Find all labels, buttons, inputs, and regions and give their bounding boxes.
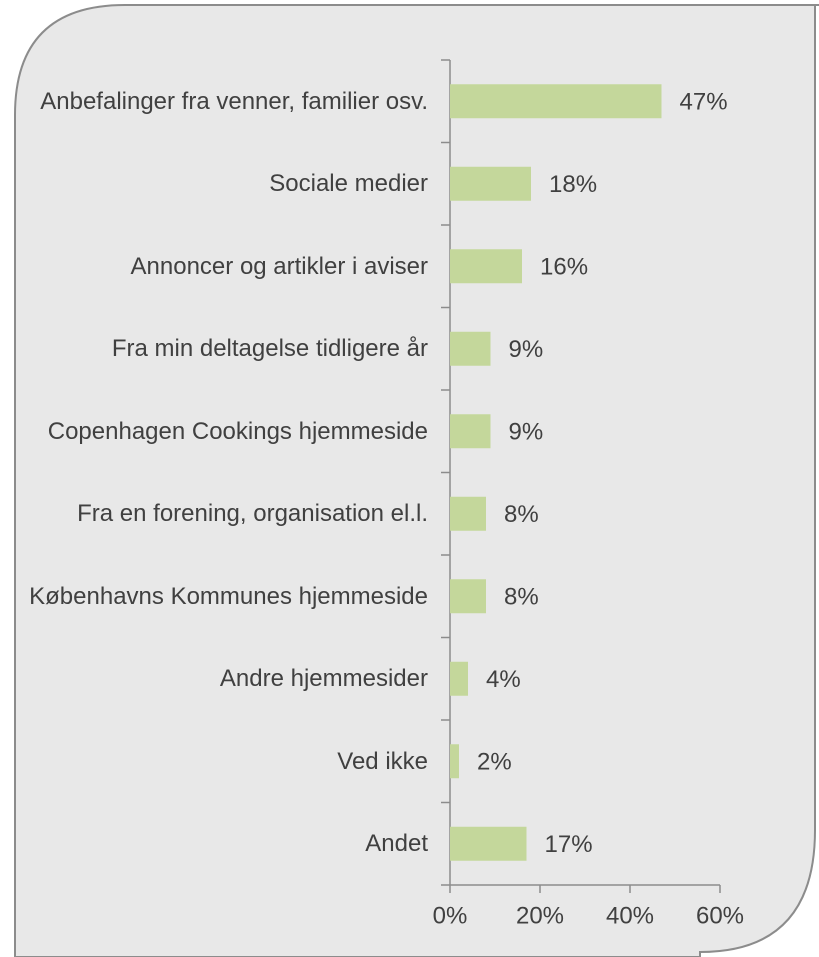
value-label: 17% — [545, 831, 593, 858]
value-label: 18% — [549, 171, 597, 198]
bar — [450, 414, 491, 449]
category-text: Fra min deltagelse tidligere år — [111, 335, 428, 363]
value-label: 9% — [509, 336, 544, 363]
category-label: Andet — [18, 803, 428, 885]
category-text: Sociale medier — [269, 170, 428, 198]
bar — [450, 166, 531, 201]
category-label: Københavns Kommunes hjemmeside — [18, 555, 428, 637]
value-label: 9% — [509, 419, 544, 446]
value-label: 8% — [504, 584, 539, 611]
category-label: Copenhagen Cookings hjemmeside — [18, 390, 428, 472]
category-text: Andet — [365, 830, 428, 858]
bar — [450, 331, 491, 366]
x-tick-label: 60% — [696, 902, 744, 929]
bar — [450, 496, 486, 531]
bar — [450, 744, 459, 779]
category-label: Andre hjemmesider — [18, 638, 428, 720]
x-tick-label: 40% — [606, 902, 654, 929]
value-label: 16% — [540, 254, 588, 281]
category-label: Sociale medier — [18, 143, 428, 225]
bar — [450, 826, 527, 861]
value-label: 2% — [477, 749, 512, 776]
category-text: Copenhagen Cookings hjemmeside — [47, 417, 428, 445]
category-text: Annoncer og artikler i aviser — [130, 252, 428, 280]
category-label: Fra min deltagelse tidligere år — [18, 308, 428, 390]
category-text: Københavns Kommunes hjemmeside — [29, 582, 428, 610]
bar — [450, 84, 662, 119]
value-label: 4% — [486, 666, 521, 693]
category-text: Anbefalinger fra venner, familier osv. — [40, 87, 428, 115]
bar — [450, 579, 486, 614]
category-label: Fra en forening, organisation el.l. — [18, 473, 428, 555]
category-text: Fra en forening, organisation el.l. — [77, 500, 428, 528]
category-text: Andre hjemmesider — [219, 665, 428, 693]
bar — [450, 661, 468, 696]
x-tick-label: 20% — [516, 902, 564, 929]
value-label: 8% — [504, 501, 539, 528]
category-label: Anbefalinger fra venner, familier osv. — [18, 60, 428, 142]
category-text: Ved ikke — [337, 747, 428, 775]
category-label: Ved ikke — [18, 720, 428, 802]
category-label: Annoncer og artikler i aviser — [18, 225, 428, 307]
bar — [450, 249, 522, 284]
panel — [14, 4, 819, 957]
x-tick-label: 0% — [433, 902, 468, 929]
value-label: 47% — [680, 89, 728, 116]
